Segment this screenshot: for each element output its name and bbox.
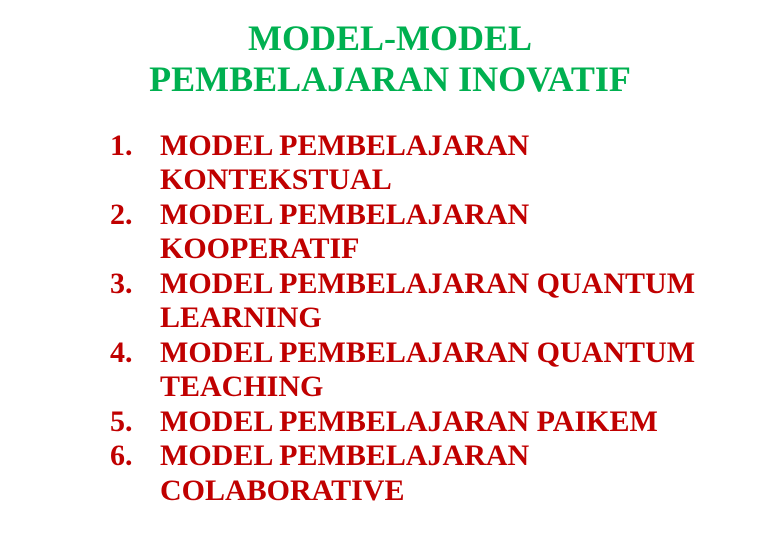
- list-text: MODEL PEMBELAJARAN KONTEKSTUAL: [160, 129, 720, 198]
- list-item: 1. MODEL PEMBELAJARAN KONTEKSTUAL: [110, 129, 720, 198]
- slide-container: MODEL-MODEL PEMBELAJARAN INOVATIF 1. MOD…: [0, 0, 780, 528]
- list-number: 2.: [110, 198, 160, 233]
- list-number: 5.: [110, 405, 160, 440]
- list-text: MODEL PEMBELAJARAN KOOPERATIF: [160, 198, 720, 267]
- list-item: 3. MODEL PEMBELAJARAN QUANTUM LEARNING: [110, 267, 720, 336]
- list-text: MODEL PEMBELAJARAN QUANTUM LEARNING: [160, 267, 720, 336]
- slide-title: MODEL-MODEL PEMBELAJARAN INOVATIF: [60, 18, 720, 101]
- list-number: 3.: [110, 267, 160, 302]
- list-item: 5. MODEL PEMBELAJARAN PAIKEM: [110, 405, 720, 440]
- list-item: 4. MODEL PEMBELAJARAN QUANTUM TEACHING: [110, 336, 720, 405]
- list-text: MODEL PEMBELAJARAN QUANTUM TEACHING: [160, 336, 720, 405]
- model-list: 1. MODEL PEMBELAJARAN KONTEKSTUAL 2. MOD…: [60, 129, 720, 509]
- list-item: 2. MODEL PEMBELAJARAN KOOPERATIF: [110, 198, 720, 267]
- list-number: 6.: [110, 439, 160, 474]
- list-number: 4.: [110, 336, 160, 371]
- list-text: MODEL PEMBELAJARAN PAIKEM: [160, 405, 720, 440]
- list-item: 6. MODEL PEMBELAJARAN COLABORATIVE: [110, 439, 720, 508]
- list-text: MODEL PEMBELAJARAN COLABORATIVE: [160, 439, 720, 508]
- list-number: 1.: [110, 129, 160, 164]
